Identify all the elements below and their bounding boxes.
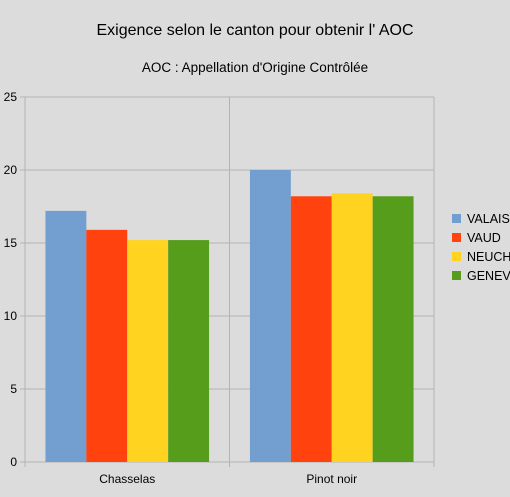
bar-vaud-pinot-noir: [290, 196, 332, 462]
legend-label: NEUCHATEL: [467, 250, 510, 264]
bar-neuchatel-pinot-noir: [331, 193, 373, 463]
legend-label: GENEVE: [467, 269, 510, 283]
legend-swatch: [452, 233, 461, 242]
y-tick-label: 10: [4, 309, 18, 323]
legend-swatch: [452, 271, 461, 280]
bar-valais-pinot-noir: [249, 170, 291, 462]
bar-geneve-pinot-noir: [372, 196, 414, 462]
chart-title: Exigence selon le canton pour obtenir l'…: [96, 22, 413, 39]
chart-subtitle: AOC : Appellation d'Origine Contrôlée: [142, 60, 368, 75]
x-tick-label: Chasselas: [99, 472, 155, 486]
legend-swatch: [452, 252, 461, 261]
y-tick-label: 25: [4, 90, 18, 104]
y-tick-label: 5: [10, 382, 17, 396]
bar-geneve-chasselas: [168, 240, 210, 462]
bar-neuchatel-chasselas: [127, 240, 169, 462]
legend-label: VAUD: [467, 231, 501, 245]
x-tick-label: Pinot noir: [306, 472, 357, 486]
legend-label: VALAIS: [467, 212, 510, 226]
y-tick-label: 0: [10, 455, 17, 469]
y-tick-label: 20: [4, 163, 18, 177]
bar-vaud-chasselas: [86, 229, 128, 462]
bar-valais-chasselas: [45, 210, 87, 462]
legend-swatch: [452, 214, 461, 223]
y-tick-label: 15: [4, 236, 18, 250]
